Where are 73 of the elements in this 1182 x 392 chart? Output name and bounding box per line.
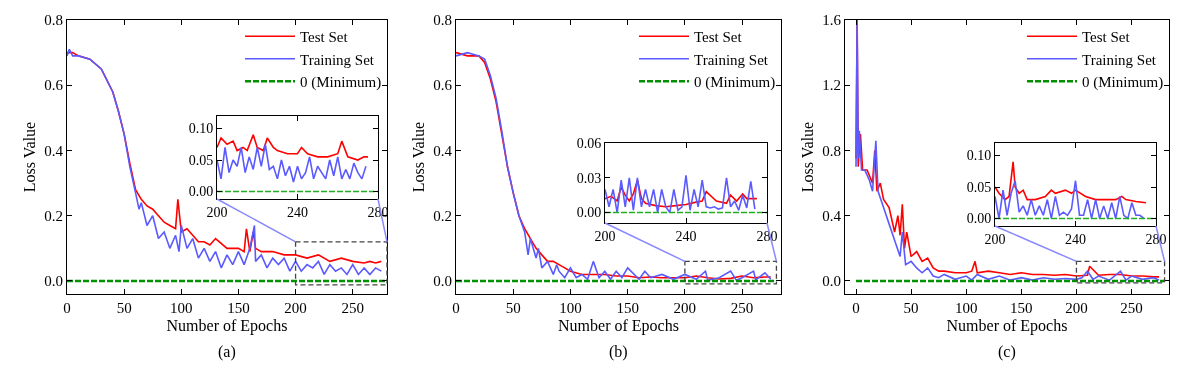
y-tick-label: 1.6	[822, 12, 842, 29]
y-axis-title: Loss Value	[21, 121, 39, 193]
line-series	[995, 161, 1147, 204]
x-tick-label: 250	[1120, 300, 1143, 316]
x-tick-label: 150	[1010, 300, 1033, 316]
y-tick-label: 0.10	[966, 148, 992, 164]
text: (b)	[609, 343, 628, 361]
y-tick-label: 0.00	[966, 211, 992, 227]
legend-label: Training Set	[694, 51, 769, 68]
y-tick-label: 0.0	[44, 273, 63, 290]
y-tick-label: 1.2	[822, 77, 841, 94]
x-tick-label: 280	[1145, 231, 1167, 247]
x-tick-label: 200	[1065, 300, 1088, 316]
line-series	[995, 179, 1145, 220]
x-tick-label: 240	[1065, 231, 1086, 247]
x-tick-label: 100	[954, 300, 978, 316]
x-tick-label: 0	[452, 300, 460, 316]
legend-label: 0 (Minimum)	[694, 74, 776, 92]
x-tick-label: 200	[984, 231, 1006, 247]
y-tick-label: 0.10	[188, 121, 214, 137]
text: (c)	[998, 343, 1016, 361]
text: (a)	[218, 343, 236, 361]
y-tick-label: 0.2	[44, 207, 63, 224]
x-axis-title: Number of Epochs	[558, 316, 679, 335]
line-series	[217, 134, 369, 161]
y-tick-label: 0.8	[822, 142, 841, 159]
y-tick-label: 0.00	[188, 184, 214, 200]
x-tick-label: 200	[284, 300, 307, 316]
x-tick-label: 100	[170, 300, 193, 316]
legend-label: 0 (Minimum)	[300, 74, 382, 92]
y-tick-label: 0.8	[433, 12, 452, 29]
y-tick-label: 0.06	[576, 135, 602, 151]
y-tick-label: 0.0	[822, 273, 841, 290]
x-tick-label: 200	[206, 204, 228, 220]
y-tick-label: 0.4	[822, 207, 842, 224]
x-axis-title: Number of Epochs	[166, 316, 288, 335]
x-tick-label: 150	[616, 300, 639, 316]
x-tick-label: 150	[227, 300, 250, 316]
legend-label: Training Set	[1082, 51, 1157, 68]
y-axis-title: Loss Value	[799, 121, 817, 193]
x-tick-label: 0	[852, 300, 860, 316]
y-tick-label: 0.4	[433, 142, 453, 159]
x-tick-label: 200	[594, 228, 616, 244]
y-tick-label: 0.4	[44, 142, 64, 159]
x-tick-label: 280	[756, 228, 778, 244]
x-tick-label: 240	[287, 204, 308, 220]
line-series	[605, 174, 756, 214]
y-tick-label: 0.05	[188, 152, 214, 168]
legend-label: Test Set	[694, 29, 743, 46]
x-axis-title: Number of Epochs	[946, 316, 1068, 335]
legend-label: 0 (Minimum)	[1082, 74, 1164, 92]
x-tick-label: 250	[730, 300, 754, 316]
y-tick-label: 0.6	[433, 77, 453, 94]
y-tick-label: 0.0	[433, 273, 452, 290]
x-tick-label: 0	[63, 300, 71, 316]
x-tick-label: 50	[505, 300, 521, 316]
y-tick-label: 0.05	[966, 179, 992, 195]
y-tick-label: 0.00	[576, 205, 602, 221]
y-tick-label: 0.6	[44, 77, 64, 94]
y-tick-label: 0.2	[433, 207, 452, 224]
x-tick-label: 50	[903, 300, 919, 316]
y-tick-label: 0.03	[576, 170, 602, 186]
line-series	[217, 143, 367, 183]
x-tick-label: 50	[116, 300, 132, 316]
legend-label: Training Set	[300, 51, 375, 68]
y-axis-title: Loss Value	[410, 121, 428, 193]
x-tick-label: 250	[341, 300, 364, 316]
x-tick-label: 200	[673, 300, 697, 316]
legend-label: Test Set	[300, 29, 349, 46]
x-tick-label: 240	[675, 228, 697, 244]
y-tick-label: 0.8	[44, 12, 63, 29]
legend-label: Test Set	[1082, 29, 1131, 46]
x-tick-label: 100	[559, 300, 582, 316]
